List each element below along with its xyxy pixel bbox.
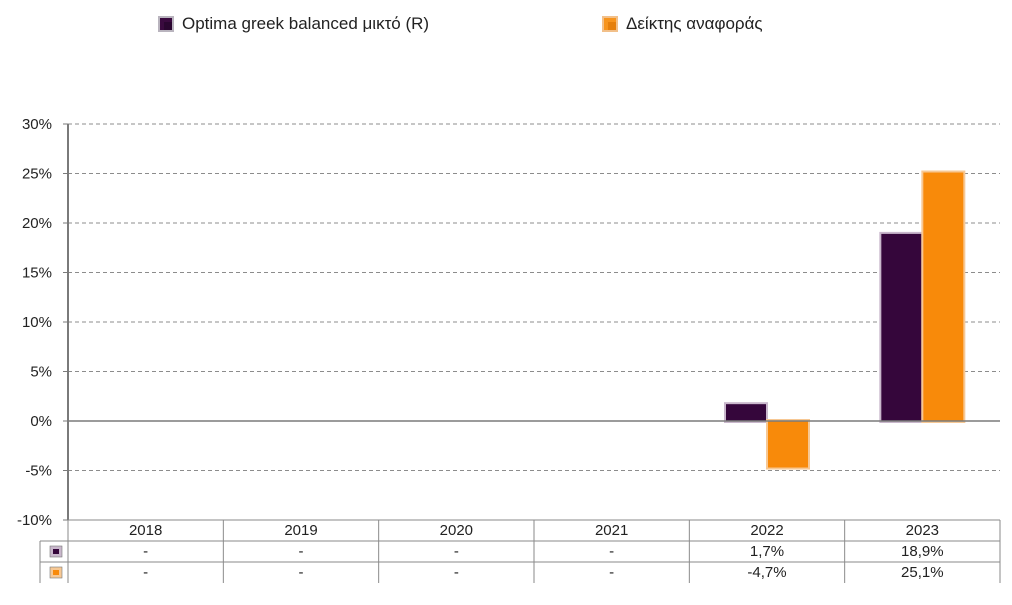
table-cell: 1,7% (750, 543, 784, 560)
table-cell: - (143, 564, 148, 581)
x-tick-label: 2019 (284, 522, 317, 539)
legend-label-series2: Δείκτης αναφοράς (626, 14, 763, 33)
legend-item-series2: Δείκτης αναφοράς (602, 14, 763, 34)
x-tick-label: 2022 (750, 522, 783, 539)
x-tick-label: 2018 (129, 522, 162, 539)
table-cell: - (454, 543, 459, 560)
table-cell: - (609, 564, 614, 581)
table-series-icon-inner (53, 549, 59, 554)
table-cell: - (143, 543, 148, 560)
table-cell: 18,9% (901, 543, 944, 560)
table-cell: - (454, 564, 459, 581)
bar (768, 421, 808, 468)
y-tick-label: -5% (25, 463, 52, 480)
y-tick-label: 25% (22, 166, 52, 183)
y-tick-label: 10% (22, 314, 52, 331)
legend-label-series1: Optima greek balanced μικτό (R) (182, 14, 430, 33)
table-cell: -4,7% (747, 564, 786, 581)
x-tick-label: 2021 (595, 522, 628, 539)
y-tick-label: -10% (17, 512, 52, 529)
y-tick-label: 15% (22, 265, 52, 282)
table-cell: - (299, 543, 304, 560)
bar (923, 172, 964, 421)
table-cell: - (609, 543, 614, 560)
table-cell: 25,1% (901, 564, 944, 581)
legend-swatch-series2 (602, 16, 618, 32)
legend: Optima greek balanced μικτό (R) Δείκτης … (0, 14, 1012, 44)
y-tick-label: 30% (22, 116, 52, 133)
bar (881, 233, 922, 421)
legend-swatch-series1 (158, 16, 174, 32)
table-cell: - (299, 564, 304, 581)
x-tick-label: 2023 (906, 522, 939, 539)
y-tick-label: 0% (30, 413, 52, 430)
y-tick-label: 20% (22, 215, 52, 232)
x-tick-label: 2020 (440, 522, 473, 539)
table-series-icon-inner (53, 570, 59, 575)
bar (726, 404, 766, 421)
legend-item-series1: Optima greek balanced μικτό (R) (158, 14, 429, 34)
y-tick-label: 5% (30, 364, 52, 381)
